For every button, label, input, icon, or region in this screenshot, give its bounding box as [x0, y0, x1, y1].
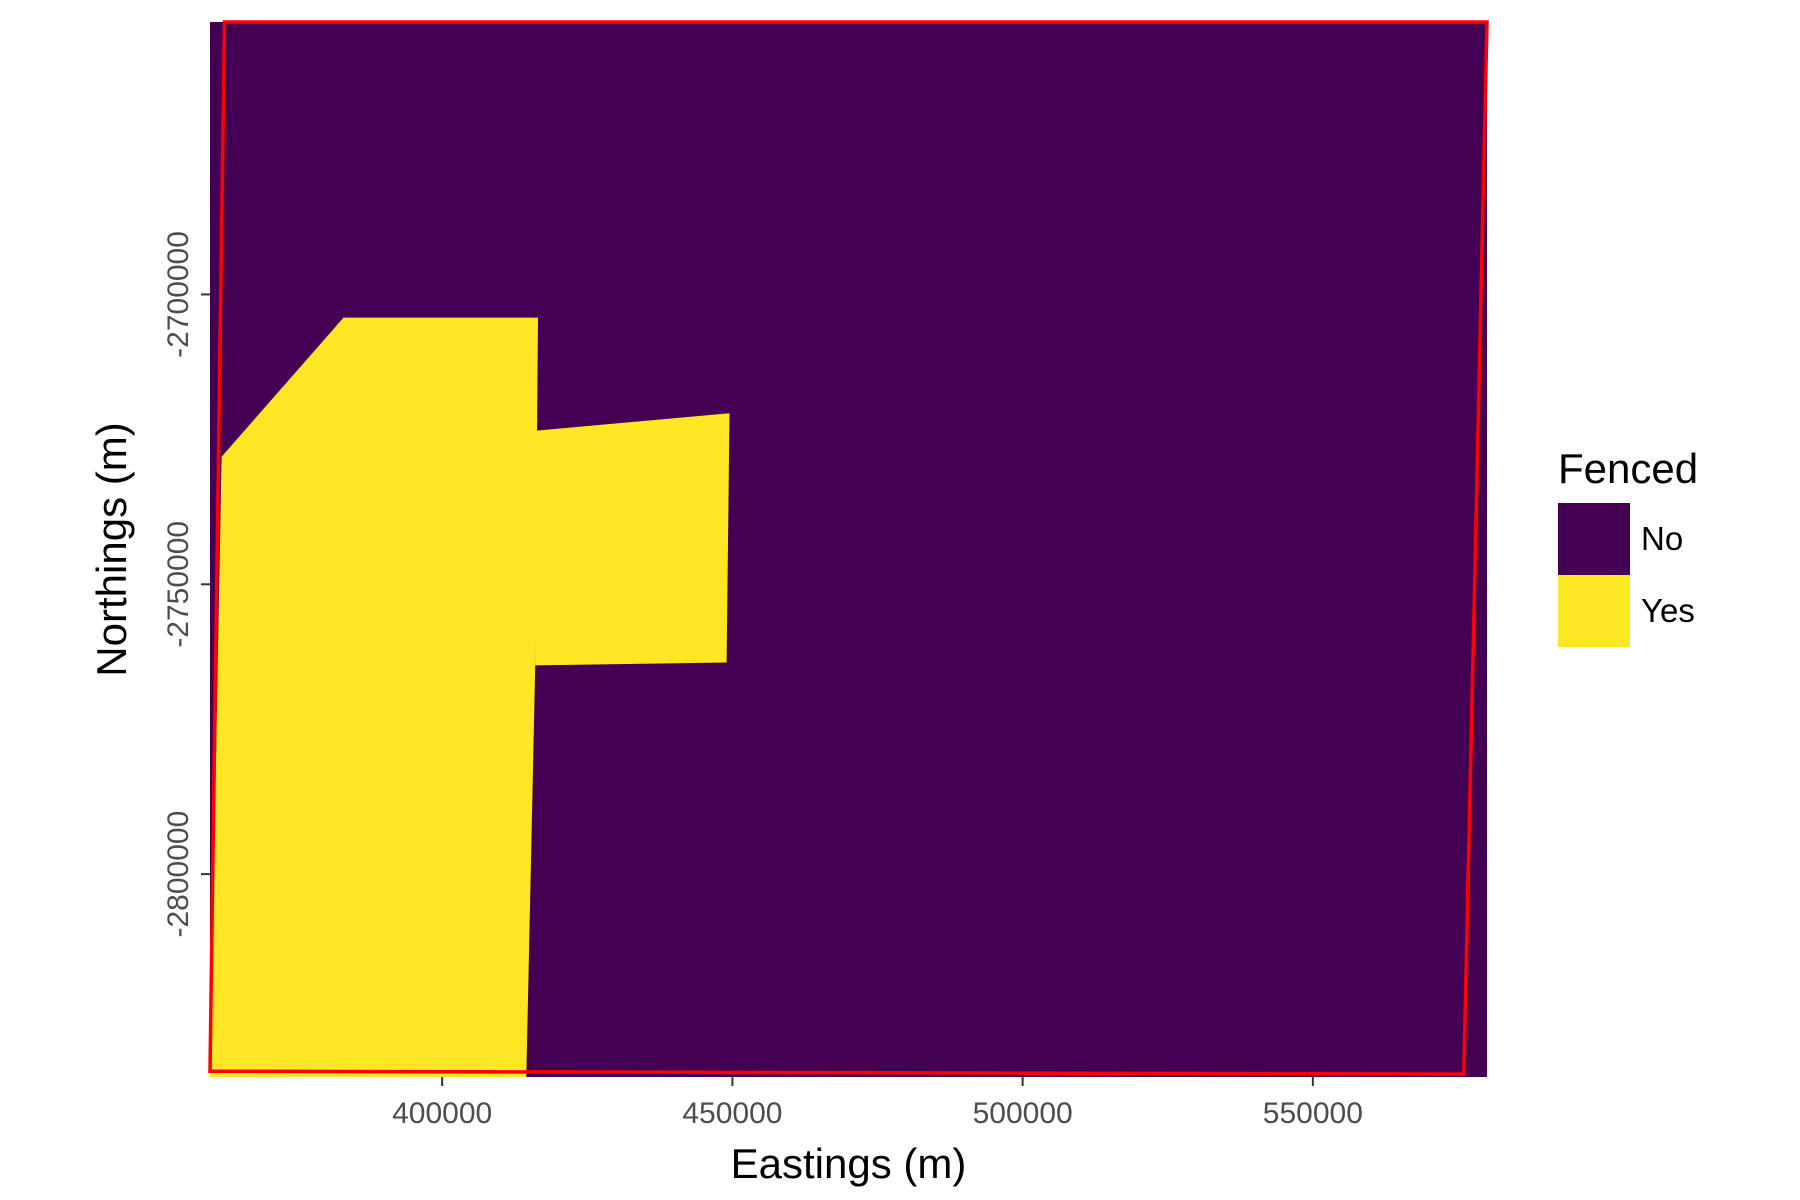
plot-panel [208, 20, 1489, 1078]
study-area-boundary [208, 20, 1489, 1076]
legend-key-yes [1558, 575, 1630, 647]
legend-title: Fenced [1558, 445, 1698, 492]
y-tick-label: -2700000 [162, 231, 195, 358]
legend-key-no [1558, 503, 1630, 575]
legend-label-yes: Yes [1641, 592, 1695, 629]
y-axis: -2700000 -2750000 -2800000 [162, 231, 210, 938]
y-tick-label: -2800000 [162, 811, 195, 938]
x-axis: 400000 450000 500000 550000 [392, 1077, 1363, 1130]
y-tick-label: -2750000 [162, 521, 195, 648]
fenced-regions-layer [210, 317, 730, 1078]
x-tick-label: 400000 [392, 1097, 492, 1130]
fenced-region-2 [535, 413, 730, 666]
legend-label-no: No [1641, 520, 1683, 557]
fenced-region-1 [210, 317, 538, 1078]
y-axis-title: Northings (m) [88, 422, 135, 676]
x-axis-title: Eastings (m) [731, 1140, 967, 1187]
x-tick-label: 500000 [973, 1097, 1073, 1130]
x-tick-label: 550000 [1263, 1097, 1363, 1130]
legend: Fenced No Yes [1558, 445, 1698, 647]
x-tick-label: 450000 [682, 1097, 782, 1130]
